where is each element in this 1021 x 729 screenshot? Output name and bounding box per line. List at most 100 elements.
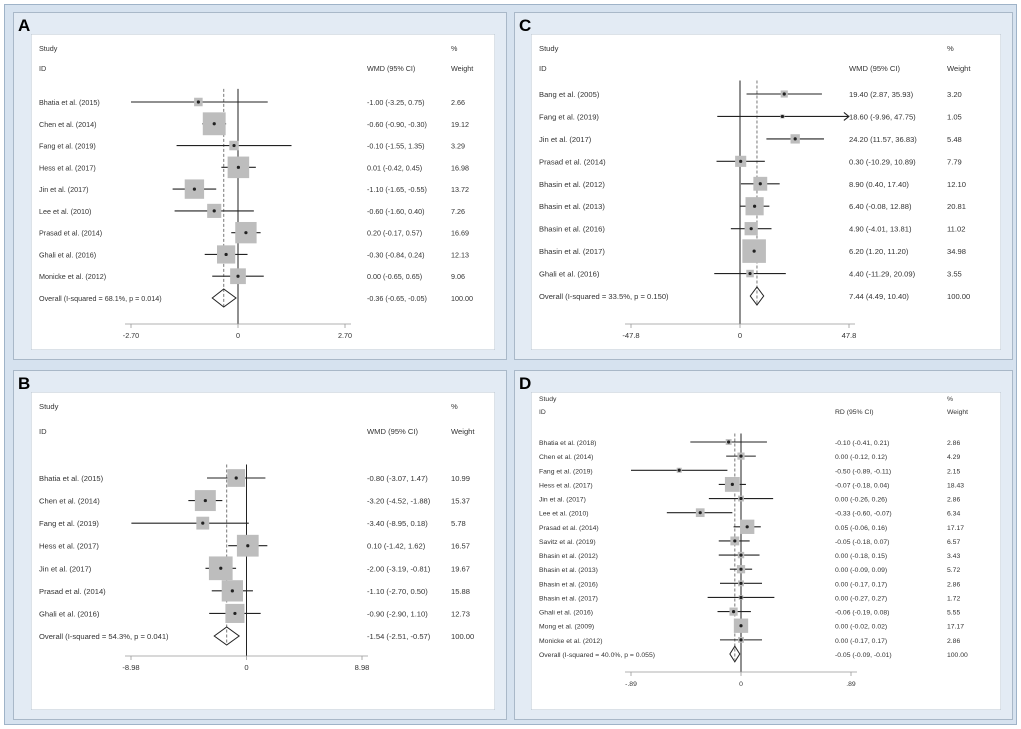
overall-label-a: Overall (I-squared = 68.1%, p = 0.014)	[39, 294, 162, 303]
study-label-d: Mong et al. (2009)	[539, 624, 594, 631]
study-label-c: Ghali et al. (2016)	[539, 270, 600, 279]
effect-ci-b: -2.00 (-3.19, -0.81)	[367, 564, 431, 573]
weight-value-d: 2.86	[947, 638, 960, 645]
weight-value-a: 16.69	[451, 229, 469, 238]
study-label-d: Ghali et al. (2016)	[539, 610, 593, 617]
panel-b-label: B	[18, 374, 31, 393]
study-label-d: Hess et al. (2017)	[539, 482, 593, 489]
study-label-d: Savitz et al. (2019)	[539, 539, 596, 546]
panel-d-label: D	[519, 374, 532, 393]
study-label-c: Bang et al. (2005)	[539, 90, 600, 99]
point-estimate-d	[730, 482, 734, 486]
x-tick-label-c: 47.8	[842, 331, 857, 340]
header-id-a: ID	[39, 64, 46, 73]
effect-ci-b: -0.90 (-2.90, 1.10)	[367, 609, 428, 618]
effect-ci-a: 0.00 (-0.65, 0.65)	[367, 272, 422, 281]
forest-plot-c: Study ID% WMD (95% CI) Weight Bang et al. (2…	[531, 34, 1001, 350]
point-estimate-b	[201, 521, 205, 525]
weight-value-d: 5.72	[947, 567, 960, 574]
plot-background-b	[31, 392, 495, 710]
x-tick-label-a: 0	[236, 331, 240, 340]
weight-value-a: 3.29	[451, 142, 465, 151]
weight-value-c: 5.48	[947, 135, 962, 144]
overall-ci-a: -0.36 (-0.65, -0.05)	[367, 294, 427, 303]
header-study-c: Study	[539, 44, 559, 53]
study-label-d: Bhasin et al. (2013)	[539, 567, 598, 574]
weight-value-b: 16.57	[451, 542, 470, 551]
weight-value-a: 13.72	[451, 185, 469, 194]
point-estimate-d	[739, 581, 743, 585]
point-estimate-a	[244, 231, 248, 235]
overall-ci-b: -1.54 (-2.51, -0.57)	[367, 632, 431, 641]
effect-ci-d: 0.00 (-0.17, 0.17)	[835, 581, 887, 588]
header-effect-d: RD (95% CI)	[835, 409, 874, 416]
point-estimate-c	[749, 227, 753, 231]
point-estimate-d	[677, 468, 681, 472]
effect-ci-c: 8.90 (0.40, 17.40)	[849, 180, 909, 189]
weight-value-d: 3.43	[947, 553, 960, 560]
point-estimate-d	[739, 638, 743, 642]
study-label-d: Bhasin et al. (2017)	[539, 595, 598, 602]
point-estimate-b	[230, 589, 234, 593]
effect-ci-c: 19.40 (2.87, 35.93)	[849, 90, 914, 99]
forest-plot-b: Study ID% WMD (95% CI) Weight Bhatia et al. …	[31, 392, 495, 710]
weight-value-c: 3.20	[947, 90, 962, 99]
effect-ci-d: -0.10 (-0.41, 0.21)	[835, 440, 889, 447]
point-estimate-d	[745, 525, 749, 529]
weight-value-c: 7.79	[947, 157, 962, 166]
weight-value-c: 34.98	[947, 247, 966, 256]
effect-ci-c: 4.90 (-4.01, 13.81)	[849, 225, 912, 234]
header-id-b: ID	[39, 427, 47, 436]
study-label-a: Jin et al. (2017)	[39, 185, 89, 194]
header-weight-b: Weight	[451, 427, 475, 436]
x-tick-label-b: 0	[244, 663, 248, 672]
effect-ci-c: 24.20 (11.57, 36.83)	[849, 135, 917, 144]
weight-value-c: 20.81	[947, 202, 966, 211]
study-label-d: Chen et al. (2014)	[539, 454, 593, 461]
study-label-b: Hess et al. (2017)	[39, 542, 99, 551]
header-percent-c: %	[947, 44, 954, 53]
effect-ci-b: -1.10 (-2.70, 0.50)	[367, 587, 428, 596]
effect-ci-a: -0.60 (-0.90, -0.30)	[367, 120, 427, 129]
study-label-c: Jin et al. (2017)	[539, 135, 592, 144]
weight-value-a: 9.06	[451, 272, 465, 281]
effect-ci-a: -0.10 (-1.55, 1.35)	[367, 142, 425, 151]
weight-value-d: 17.17	[947, 525, 964, 532]
point-estimate-a	[224, 252, 228, 257]
point-estimate-b	[234, 476, 238, 480]
overall-label-b: Overall (I-squared = 54.3%, p = 0.041)	[39, 632, 169, 641]
effect-ci-d: 0.00 (-0.18, 0.15)	[835, 553, 887, 560]
plot-background-a	[31, 34, 495, 350]
weight-value-d: 2.15	[947, 468, 960, 475]
point-estimate-c	[782, 92, 786, 96]
weight-value-d: 2.86	[947, 497, 960, 504]
weight-value-a: 19.12	[451, 120, 469, 129]
study-label-b: Jin et al. (2017)	[39, 564, 92, 573]
overall-diamond-a	[211, 288, 237, 308]
study-label-a: Lee et al. (2010)	[39, 207, 91, 216]
weight-value-d: 18.43	[947, 482, 964, 489]
point-estimate-d	[731, 610, 736, 614]
point-estimate-a	[212, 209, 216, 213]
plot-background-d	[531, 392, 1001, 710]
weight-value-d: 2.86	[947, 440, 960, 447]
study-label-c: Fang et al. (2019)	[539, 112, 599, 121]
point-estimate-d	[739, 624, 743, 628]
header-percent-b: %	[451, 402, 458, 411]
weight-value-d: 17.17	[947, 624, 964, 631]
header-weight-d: Weight	[947, 409, 968, 416]
study-label-c: Bhasin et al. (2013)	[539, 202, 605, 211]
weight-value-a: 2.66	[451, 98, 465, 107]
study-label-d: Lee et al. (2010)	[539, 511, 589, 518]
overall-label-c: Overall (I-squared = 33.5%, p = 0.150)	[539, 292, 669, 301]
effect-ci-b: -3.20 (-4.52, -1.88)	[367, 497, 431, 506]
point-estimate-a	[192, 187, 197, 191]
point-estimate-a	[232, 143, 236, 148]
overall-diamond-b	[213, 626, 241, 646]
study-label-c: Bhasin et al. (2012)	[539, 180, 605, 189]
weight-value-d: 6.34	[947, 511, 960, 518]
x-tick-label-c: -47.8	[622, 331, 639, 340]
plot-background-c	[531, 34, 1001, 350]
study-label-c: Bhasin et al. (2016)	[539, 225, 605, 234]
forest-plot-d: Study ID% RD (95% CI) Weight Bhatia et al. (…	[531, 392, 1001, 710]
